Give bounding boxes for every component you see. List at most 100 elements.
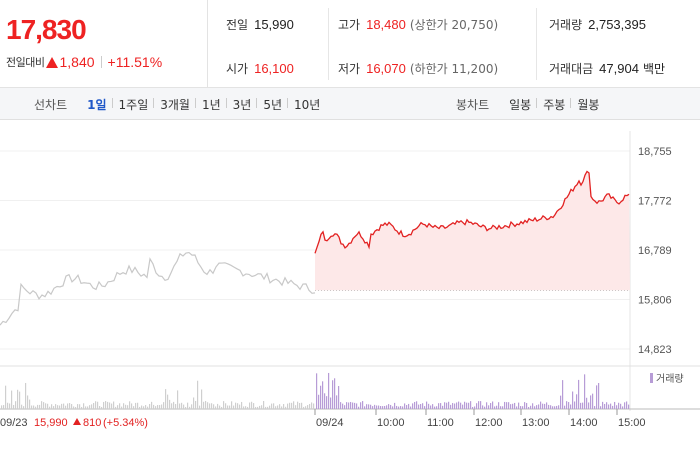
volume-bar [468, 402, 470, 409]
volume-bar [572, 391, 574, 409]
volume-bar [133, 406, 135, 409]
volume-bar [358, 406, 360, 409]
volume-bar [241, 401, 243, 409]
stat-low: 저가 16,070 (하한가 11,200) [338, 60, 498, 77]
volume-bar [424, 406, 426, 409]
volume-bar [476, 403, 478, 409]
volume-bar [354, 402, 356, 409]
volume-bar [410, 406, 412, 409]
volume-bar [482, 405, 484, 409]
volume-bar [412, 403, 414, 409]
volume-bar [342, 403, 344, 409]
volume-bar [197, 380, 199, 409]
volume-bar [362, 401, 364, 409]
volume-bar [584, 374, 586, 409]
volume-bar [612, 405, 614, 409]
volume-bar [470, 401, 472, 409]
upper-limit: (상한가 20,750) [409, 18, 499, 32]
tab-10y[interactable]: 10년 [287, 96, 326, 113]
previous-day-line [0, 251, 316, 326]
tab-5y[interactable]: 5년 [256, 96, 288, 113]
volume-bar [590, 395, 592, 409]
tab-1w[interactable]: 1주일 [111, 96, 155, 113]
volume-bar [438, 403, 440, 409]
volume-bar [510, 404, 512, 409]
x-tick-label: 10:00 [377, 417, 405, 429]
tab-1y[interactable]: 1년 [194, 96, 227, 113]
volume-bar [462, 404, 464, 409]
volume-bar [496, 405, 498, 409]
volume-bar [123, 403, 125, 409]
volume-bar [171, 403, 173, 409]
volume-bar [518, 402, 520, 409]
volume-bar [614, 401, 616, 409]
stat-label: 시가 [226, 62, 249, 76]
tab-weekly[interactable]: 주봉 [536, 96, 571, 113]
volume-bar [253, 403, 255, 409]
volume-bar [484, 406, 486, 409]
volume-bar [414, 401, 416, 409]
volume-bar [512, 403, 514, 409]
volume-bar [125, 404, 127, 409]
volume-bar [596, 385, 598, 409]
volume-bar [131, 403, 133, 409]
volume-bar [19, 391, 21, 409]
volume-bar [1, 405, 3, 409]
volume-bar [520, 406, 522, 409]
volume-bar [167, 394, 169, 409]
volume-bar [618, 402, 620, 409]
stat-value: 16,100 [254, 61, 294, 76]
change-row: 전일대비 1,840 +11.51% [6, 54, 162, 70]
volume-bar [111, 403, 113, 409]
volume-bar [526, 402, 528, 409]
volume-bar [428, 403, 430, 409]
stat-unit: 백만 [642, 62, 666, 76]
volume-bar [135, 402, 137, 409]
volume-bar [554, 406, 556, 409]
x-tick-label: 14:00 [570, 417, 598, 429]
volume-bar [9, 403, 11, 409]
tab-3m[interactable]: 3개월 [153, 96, 196, 113]
volume-bar [622, 406, 624, 409]
volume-bar [247, 406, 249, 409]
volume-bar [307, 405, 309, 409]
volume-bar [89, 405, 91, 409]
volume-bar [524, 402, 526, 409]
volume-bar [356, 403, 358, 409]
price-chart: 18,755 17,772 16,789 15,806 14,823 거래량 09/24 10… [0, 121, 700, 450]
volume-bar [372, 406, 374, 409]
volume-bar [299, 403, 301, 409]
volume-bar [398, 406, 400, 409]
volume-bar [51, 404, 53, 409]
volume-bar [147, 406, 149, 409]
tab-monthly[interactable]: 월봉 [570, 96, 605, 113]
tab-daily[interactable]: 일봉 [509, 97, 532, 112]
volume-bar [538, 404, 540, 409]
volume-bar [35, 406, 37, 409]
volume-bar [295, 405, 297, 409]
x-tick-label: 09/24 [316, 417, 344, 429]
volume-bar [281, 406, 283, 409]
volume-bar [556, 405, 558, 409]
volume-bar [564, 405, 566, 409]
stat-label: 저가 [338, 62, 361, 76]
volume-bar [400, 406, 402, 409]
volume-bar [261, 405, 263, 409]
volume-bar [47, 403, 49, 409]
tab-1d[interactable]: 1일 [87, 97, 107, 112]
footer-date: 09/23 [0, 417, 28, 429]
volume-bar [610, 403, 612, 409]
volume-bar [376, 405, 378, 409]
volume-bar [332, 380, 334, 409]
volume-bar [283, 404, 285, 409]
volume-bar [137, 402, 139, 409]
volume-bar [11, 390, 13, 409]
tab-3y[interactable]: 3년 [225, 96, 258, 113]
stat-volume: 거래량 2,753,395 [549, 16, 646, 33]
x-tick-label: 15:00 [618, 417, 646, 429]
volume-bar [275, 406, 277, 409]
volume-bar [3, 405, 5, 409]
volume-bar [536, 405, 538, 409]
volume-bar [334, 378, 336, 409]
volume-bar [287, 403, 289, 409]
